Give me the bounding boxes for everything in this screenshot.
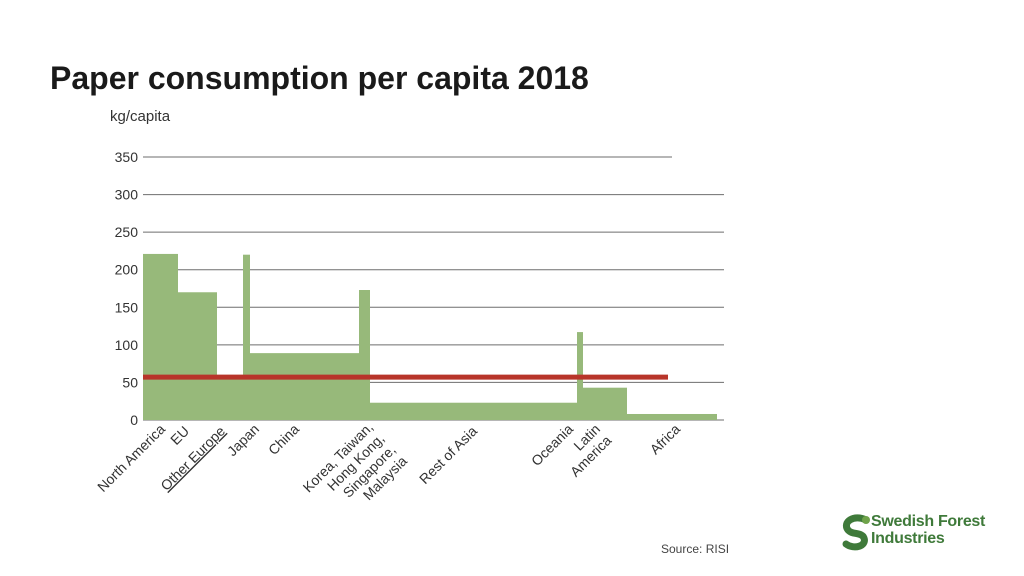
- bar: [627, 413, 717, 420]
- chart-title: Paper consumption per capita 2018: [50, 60, 589, 96]
- logo-line-2: Industries: [871, 530, 945, 547]
- y-tick-label: 50: [122, 374, 138, 390]
- logo-line-1: Swedish Forest: [871, 513, 986, 530]
- sfi-logo-icon: [842, 514, 870, 551]
- x-category-label: Rest of Asia: [416, 423, 480, 487]
- y-tick-label: 250: [115, 224, 139, 240]
- y-tick-label: 100: [115, 337, 139, 353]
- y-tick-label: 0: [130, 412, 138, 428]
- x-category-label-line: China: [265, 421, 302, 458]
- sfi-logo-wordmark: Swedish Forest Industries: [871, 513, 985, 547]
- bar: [243, 254, 250, 420]
- x-category-label: North America: [94, 421, 168, 495]
- x-category-label-line: Africa: [646, 421, 683, 458]
- bar: [143, 253, 178, 420]
- x-category-label: China: [265, 421, 302, 458]
- y-tick-label: 200: [115, 262, 139, 278]
- x-category-label: Africa: [646, 421, 683, 458]
- y-tick-label: 150: [115, 299, 139, 315]
- y-tick-label: 300: [115, 187, 139, 203]
- x-category-label-line: Japan: [224, 421, 262, 459]
- bar: [217, 374, 244, 420]
- x-category-label: Other Europe: [157, 423, 228, 494]
- bar: [178, 292, 217, 420]
- x-category-label: EU: [167, 423, 192, 448]
- source-note: Source: RISI: [661, 542, 730, 556]
- x-category-label-line: EU: [167, 423, 192, 448]
- x-category-label-line: Rest of Asia: [416, 423, 480, 487]
- bar: [583, 387, 627, 420]
- y-tick-label: 350: [115, 149, 139, 165]
- bar: [250, 353, 359, 420]
- x-category-label: Korea, Taiwan,Hong Kong,Singapore,Malays…: [299, 419, 410, 530]
- x-category-label: Oceania: [528, 421, 576, 469]
- x-category-label-line: Other Europe: [157, 423, 228, 494]
- x-category-label-line: Oceania: [528, 421, 576, 469]
- bar: [370, 402, 577, 420]
- x-category-label-line: North America: [94, 421, 168, 495]
- bar: [359, 290, 370, 420]
- y-axis-unit-label: kg/capita: [110, 108, 171, 125]
- x-category-label: Japan: [224, 421, 262, 459]
